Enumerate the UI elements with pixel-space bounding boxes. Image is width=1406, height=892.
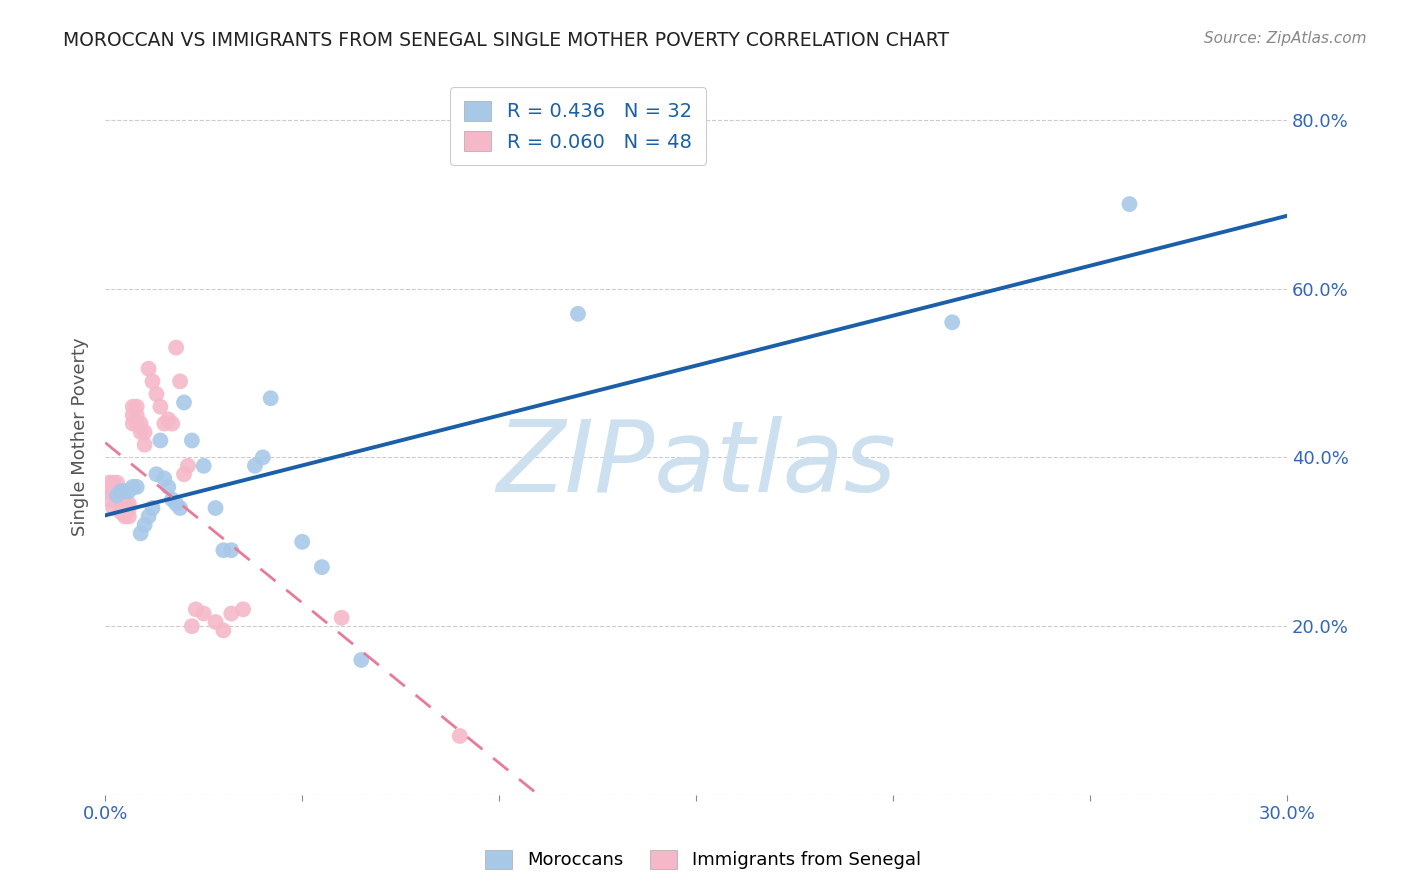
Point bbox=[129, 526, 152, 541]
Point bbox=[160, 492, 183, 507]
Point bbox=[114, 497, 136, 511]
Point bbox=[153, 471, 176, 485]
Point bbox=[110, 488, 132, 502]
Point bbox=[193, 458, 215, 473]
Point bbox=[169, 501, 191, 516]
Legend: Moroccans, Immigrants from Senegal: Moroccans, Immigrants from Senegal bbox=[477, 841, 929, 879]
Point bbox=[145, 387, 167, 401]
Point bbox=[114, 484, 136, 499]
Point bbox=[134, 425, 156, 439]
Point bbox=[212, 543, 235, 558]
Point bbox=[1118, 197, 1140, 211]
Point bbox=[118, 484, 141, 499]
Point bbox=[243, 458, 266, 473]
Point bbox=[180, 619, 202, 633]
Point bbox=[101, 501, 124, 516]
Point bbox=[157, 480, 180, 494]
Point bbox=[145, 467, 167, 482]
Point bbox=[121, 480, 143, 494]
Point bbox=[129, 425, 152, 439]
Point bbox=[153, 417, 176, 431]
Point bbox=[157, 412, 180, 426]
Text: Source: ZipAtlas.com: Source: ZipAtlas.com bbox=[1204, 31, 1367, 46]
Point bbox=[252, 450, 274, 465]
Point bbox=[173, 395, 195, 409]
Point bbox=[141, 375, 163, 389]
Point bbox=[204, 615, 226, 629]
Point bbox=[101, 484, 124, 499]
Point bbox=[121, 417, 143, 431]
Point bbox=[193, 607, 215, 621]
Point bbox=[165, 341, 187, 355]
Point bbox=[180, 434, 202, 448]
Point bbox=[98, 492, 121, 507]
Point bbox=[134, 438, 156, 452]
Point bbox=[118, 509, 141, 524]
Point bbox=[184, 602, 207, 616]
Point bbox=[125, 480, 148, 494]
Point bbox=[98, 475, 121, 490]
Point bbox=[121, 408, 143, 422]
Point bbox=[105, 484, 128, 499]
Point bbox=[129, 417, 152, 431]
Point bbox=[110, 484, 132, 499]
Point bbox=[114, 509, 136, 524]
Point bbox=[941, 315, 963, 329]
Point bbox=[567, 307, 589, 321]
Point bbox=[350, 653, 373, 667]
Point bbox=[260, 391, 283, 405]
Text: MOROCCAN VS IMMIGRANTS FROM SENEGAL SINGLE MOTHER POVERTY CORRELATION CHART: MOROCCAN VS IMMIGRANTS FROM SENEGAL SING… bbox=[63, 31, 949, 50]
Point bbox=[105, 475, 128, 490]
Point bbox=[125, 417, 148, 431]
Point bbox=[149, 434, 172, 448]
Point bbox=[138, 509, 160, 524]
Y-axis label: Single Mother Poverty: Single Mother Poverty bbox=[72, 337, 89, 535]
Point bbox=[169, 375, 191, 389]
Point bbox=[121, 400, 143, 414]
Point bbox=[110, 497, 132, 511]
Point bbox=[110, 505, 132, 519]
Point bbox=[141, 501, 163, 516]
Point bbox=[219, 607, 242, 621]
Point bbox=[330, 611, 353, 625]
Point bbox=[118, 501, 141, 516]
Point bbox=[311, 560, 333, 574]
Point bbox=[449, 729, 471, 743]
Point bbox=[105, 488, 128, 502]
Point bbox=[118, 497, 141, 511]
Point bbox=[212, 624, 235, 638]
Point bbox=[105, 492, 128, 507]
Point bbox=[177, 458, 200, 473]
Point bbox=[134, 517, 156, 532]
Point bbox=[114, 501, 136, 516]
Point bbox=[232, 602, 254, 616]
Point bbox=[219, 543, 242, 558]
Point bbox=[149, 400, 172, 414]
Point bbox=[125, 400, 148, 414]
Legend: R = 0.436   N = 32, R = 0.060   N = 48: R = 0.436 N = 32, R = 0.060 N = 48 bbox=[450, 87, 706, 165]
Point bbox=[173, 467, 195, 482]
Point bbox=[204, 501, 226, 516]
Point bbox=[291, 534, 314, 549]
Point bbox=[138, 361, 160, 376]
Point bbox=[165, 497, 187, 511]
Point bbox=[125, 408, 148, 422]
Point bbox=[98, 484, 121, 499]
Point bbox=[101, 475, 124, 490]
Text: ZIPatlas: ZIPatlas bbox=[496, 417, 896, 514]
Point bbox=[160, 417, 183, 431]
